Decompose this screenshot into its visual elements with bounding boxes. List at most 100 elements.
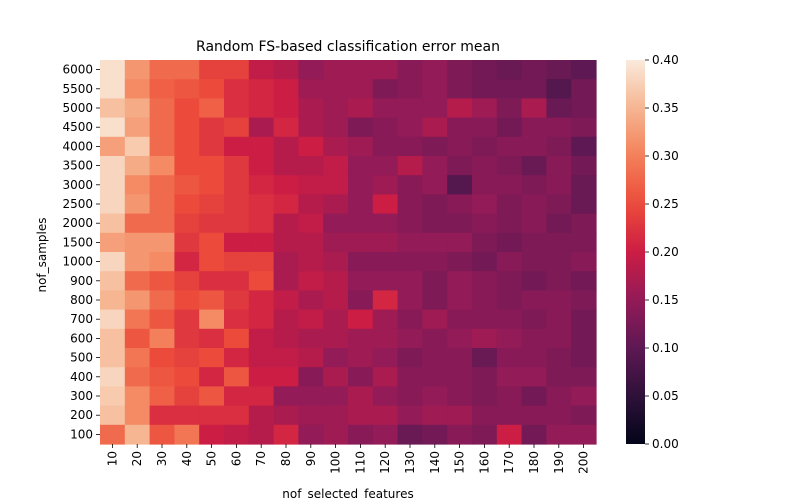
heatmap-cell	[571, 175, 597, 195]
heatmap-cell	[422, 367, 448, 387]
heatmap-cell	[323, 175, 349, 195]
heatmap-cell	[348, 60, 374, 80]
x-tick-label: 200	[577, 451, 591, 474]
heatmap-cell	[149, 79, 175, 99]
heatmap-cell	[323, 424, 349, 445]
heatmap-cell	[298, 309, 324, 330]
heatmap-cell	[397, 213, 423, 234]
heatmap-cell	[372, 405, 399, 426]
heatmap-cell	[199, 194, 225, 215]
heatmap-cell	[348, 136, 374, 157]
heatmap-cell	[496, 290, 523, 311]
heatmap-cell	[496, 386, 523, 407]
heatmap-cell	[224, 60, 250, 80]
heatmap-cell	[323, 117, 349, 138]
heatmap-cell	[199, 156, 225, 176]
heatmap-cell	[199, 136, 225, 157]
heatmap-cell	[571, 213, 597, 234]
heatmap-cell	[248, 348, 275, 368]
heatmap-cell	[323, 213, 349, 234]
heatmap-cell	[447, 60, 473, 80]
heatmap-cell	[149, 328, 175, 349]
heatmap-cell	[124, 252, 151, 272]
heatmap-cell	[472, 367, 498, 387]
heatmap-cell	[174, 386, 200, 407]
heatmap-cell	[397, 175, 423, 195]
heatmap-cell	[372, 175, 399, 195]
heatmap-cell	[174, 60, 200, 80]
heatmap-cell	[521, 348, 547, 368]
heatmap-cell	[273, 290, 299, 311]
heatmap-cell	[472, 424, 498, 445]
y-tick-label: 800	[70, 293, 93, 307]
heatmap-cell	[248, 252, 275, 272]
heatmap-cell	[447, 79, 473, 99]
heatmap-cell	[224, 348, 250, 368]
heatmap-cell	[149, 60, 175, 80]
colorbar-tick-label: 0.05	[652, 389, 679, 403]
heatmap-cell	[447, 367, 473, 387]
heatmap-cell	[571, 232, 597, 253]
heatmap-cell	[546, 367, 572, 387]
heatmap-cell	[323, 328, 349, 349]
heatmap-cell	[546, 271, 572, 291]
heatmap-cell	[348, 348, 374, 368]
heatmap-cell	[149, 136, 175, 157]
heatmap-cell	[174, 348, 200, 368]
heatmap-cell	[571, 194, 597, 215]
colorbar-tick-label: 0.35	[652, 101, 679, 115]
heatmap-cells	[100, 60, 597, 445]
heatmap-cell	[496, 194, 523, 215]
heatmap-cell	[174, 156, 200, 176]
heatmap-cell	[149, 194, 175, 215]
heatmap-cell	[298, 79, 324, 99]
heatmap-cell	[348, 290, 374, 311]
heatmap-cell	[149, 424, 175, 445]
heatmap-cell	[248, 309, 275, 330]
heatmap-cell	[447, 117, 473, 138]
y-tick-label: 100	[70, 427, 93, 441]
heatmap-cell	[521, 194, 547, 215]
heatmap-cell	[248, 136, 275, 157]
heatmap-cell	[124, 175, 151, 195]
heatmap-cell	[100, 194, 126, 215]
heatmap-cell	[472, 328, 498, 349]
heatmap-cell	[472, 98, 498, 119]
heatmap-cell	[372, 98, 399, 119]
y-tick-label: 4000	[62, 139, 93, 153]
heatmap-cell	[273, 367, 299, 387]
heatmap-cell	[100, 252, 126, 272]
heatmap-cell	[496, 405, 523, 426]
heatmap-cell	[496, 309, 523, 330]
heatmap-cell	[124, 60, 151, 80]
heatmap-cell	[248, 79, 275, 99]
heatmap-cell	[124, 386, 151, 407]
heatmap-cell	[248, 194, 275, 215]
y-axis-label: nof_samples	[35, 217, 49, 292]
heatmap-cell	[348, 328, 374, 349]
heatmap-cell	[100, 136, 126, 157]
heatmap-cell	[323, 98, 349, 119]
colorbar-tick-label: 0.40	[652, 53, 679, 67]
heatmap-cell	[496, 79, 523, 99]
heatmap-cell	[546, 156, 572, 176]
heatmap-cell	[323, 232, 349, 253]
heatmap-cell	[174, 290, 200, 311]
heatmap-cell	[149, 232, 175, 253]
y-tick-label: 1000	[62, 255, 93, 269]
heatmap-cell	[521, 232, 547, 253]
heatmap-cell	[298, 367, 324, 387]
heatmap-cell	[273, 232, 299, 253]
heatmap-cell	[124, 136, 151, 157]
heatmap-cell	[149, 271, 175, 291]
heatmap-cell	[149, 156, 175, 176]
x-axis-label: nof_selected_features	[282, 487, 413, 500]
heatmap-cell	[422, 271, 448, 291]
heatmap-cell	[397, 386, 423, 407]
heatmap-cell	[174, 271, 200, 291]
heatmap-cell	[273, 405, 299, 426]
heatmap-cell	[100, 213, 126, 234]
heatmap-cell	[199, 367, 225, 387]
heatmap-cell	[323, 405, 349, 426]
heatmap-cell	[397, 309, 423, 330]
